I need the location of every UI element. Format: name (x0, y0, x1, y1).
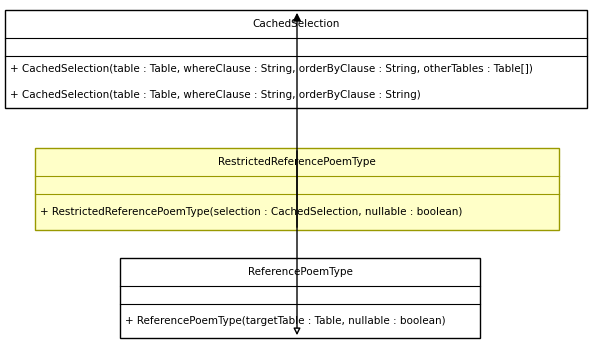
Text: RestrictedReferencePoemType: RestrictedReferencePoemType (218, 157, 376, 167)
Text: ReferencePoemType: ReferencePoemType (248, 267, 352, 277)
Text: CachedSelection: CachedSelection (252, 19, 340, 29)
Bar (120, 258, 480, 338)
Text: + CachedSelection(table : Table, whereClause : String, orderByClause : String, o: + CachedSelection(table : Table, whereCl… (10, 64, 533, 74)
Text: + ReferencePoemType(targetTable : Table, nullable : boolean): + ReferencePoemType(targetTable : Table,… (125, 316, 446, 326)
Bar (5, 10, 587, 108)
Text: + CachedSelection(table : Table, whereClause : String, orderByClause : String): + CachedSelection(table : Table, whereCl… (10, 90, 421, 100)
Bar (35, 148, 559, 230)
Text: + RestrictedReferencePoemType(selection : CachedSelection, nullable : boolean): + RestrictedReferencePoemType(selection … (40, 207, 462, 217)
